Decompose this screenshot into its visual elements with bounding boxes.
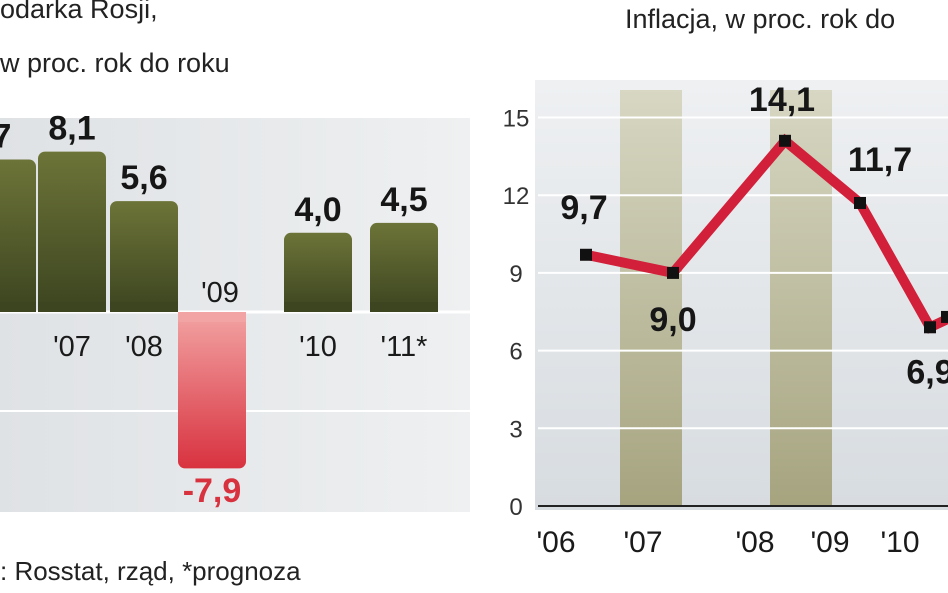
gdp-bar	[38, 151, 106, 312]
inflation-value-label: 11,7	[848, 141, 912, 179]
inflation-point-marker	[779, 134, 791, 147]
inflation-point-marker	[941, 310, 948, 323]
inflation-value-label: 14,1	[749, 81, 815, 119]
gdp-bar	[178, 312, 246, 469]
gdp-bar-chart: 7 8,1 '07 5,6 '08 -7,9 '09 4,0 '10 4,5 '11*	[0, 110, 470, 512]
gdp-category-label: '11*	[381, 331, 428, 363]
gdp-chart-title-line1: odarka Rosji,	[0, 0, 158, 24]
gdp-bar-base	[110, 302, 178, 312]
source-note: : Rosstat, rząd, *prognoza	[0, 556, 301, 586]
inflation-point-marker	[924, 321, 936, 334]
inflation-point-marker	[667, 266, 679, 279]
inflation-point-marker	[580, 248, 592, 261]
gdp-value-label: -7,9	[183, 472, 242, 510]
gdp-value-label: 4,0	[294, 191, 341, 229]
year-column-shade	[620, 90, 682, 506]
inflation-plot-background	[535, 80, 948, 510]
inflation-y-tick-label: 15	[503, 106, 530, 133]
gdp-bar-base	[0, 302, 36, 312]
inflation-category-label: '06	[536, 526, 575, 559]
inflation-y-tick-label: 9	[509, 261, 522, 288]
inflation-category-label: '10	[880, 526, 919, 559]
gdp-category-label: '09	[201, 277, 239, 309]
gdp-value-label: 8,1	[48, 110, 95, 148]
inflation-value-label: 9,0	[649, 301, 696, 339]
gdp-bar-base	[284, 302, 352, 312]
inflation-line-chart: 0 3 6 9 12 15 9,7 '06 9,0 '07 14,1 '08 11,7 '09 6,9 '1…	[503, 80, 948, 559]
gdp-bar	[284, 232, 352, 312]
gdp-bar	[0, 159, 36, 312]
gdp-category-label: '10	[299, 331, 337, 363]
inflation-category-label: '09	[810, 526, 849, 559]
gdp-bar-base	[370, 302, 438, 312]
inflation-chart-title: Inflacja, w proc. rok do	[625, 4, 896, 34]
gdp-category-label: '08	[125, 331, 163, 363]
gdp-bar	[370, 222, 438, 312]
inflation-category-label: '08	[735, 526, 774, 559]
gdp-value-label: 7	[0, 118, 11, 156]
inflation-point-marker	[854, 196, 866, 209]
inflation-y-tick-label: 3	[509, 416, 522, 443]
inflation-value-label: 6,9	[906, 353, 948, 391]
gdp-chart-title-line2: w proc. rok do roku	[0, 48, 230, 78]
inflation-y-tick-label: 12	[503, 183, 530, 210]
gdp-bar-base	[178, 312, 246, 322]
inflation-y-tick-label: 6	[509, 339, 522, 366]
gdp-value-label: 5,6	[120, 159, 167, 197]
gdp-category-label: '07	[53, 331, 91, 363]
inflation-y-tick-label: 0	[509, 494, 522, 521]
gdp-bar-base	[38, 302, 106, 312]
gdp-value-label: 4,5	[380, 181, 427, 219]
gdp-bar	[110, 201, 178, 312]
inflation-category-label: '07	[623, 526, 662, 559]
inflation-value-label: 9,7	[560, 189, 607, 227]
